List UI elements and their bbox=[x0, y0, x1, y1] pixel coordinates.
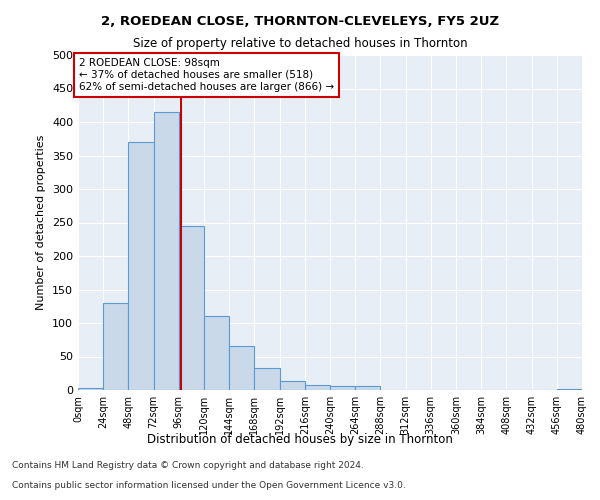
Text: 2, ROEDEAN CLOSE, THORNTON-CLEVELEYS, FY5 2UZ: 2, ROEDEAN CLOSE, THORNTON-CLEVELEYS, FY… bbox=[101, 15, 499, 28]
Bar bbox=[128, 142, 154, 390]
Text: Distribution of detached houses by size in Thornton: Distribution of detached houses by size … bbox=[147, 432, 453, 446]
Bar bbox=[179, 226, 204, 390]
Bar bbox=[154, 112, 179, 390]
Y-axis label: Number of detached properties: Number of detached properties bbox=[37, 135, 46, 310]
Text: Size of property relative to detached houses in Thornton: Size of property relative to detached ho… bbox=[133, 38, 467, 51]
Bar bbox=[330, 386, 355, 390]
Text: Contains public sector information licensed under the Open Government Licence v3: Contains public sector information licen… bbox=[12, 481, 406, 490]
Text: Contains HM Land Registry data © Crown copyright and database right 2024.: Contains HM Land Registry data © Crown c… bbox=[12, 461, 364, 470]
Bar bbox=[280, 380, 305, 390]
Bar bbox=[557, 388, 582, 390]
Bar bbox=[305, 384, 330, 390]
Bar bbox=[229, 346, 254, 390]
Bar bbox=[355, 386, 380, 390]
Bar bbox=[204, 316, 229, 390]
Bar bbox=[103, 303, 128, 390]
Bar bbox=[254, 368, 280, 390]
Bar bbox=[78, 388, 103, 390]
Text: 2 ROEDEAN CLOSE: 98sqm
← 37% of detached houses are smaller (518)
62% of semi-de: 2 ROEDEAN CLOSE: 98sqm ← 37% of detached… bbox=[79, 58, 334, 92]
